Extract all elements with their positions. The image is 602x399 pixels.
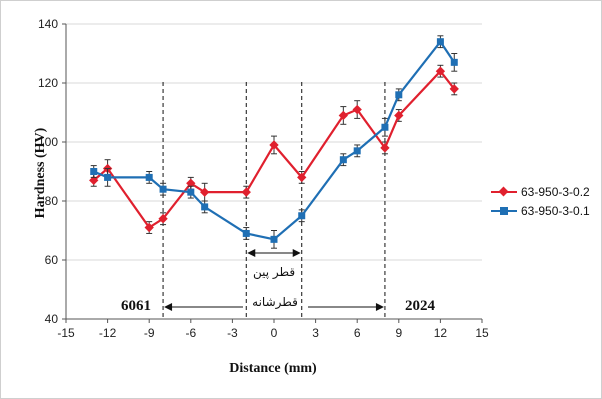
data-point xyxy=(89,175,99,186)
x-tick-labels: -15 -12 -9 -6 -3 0 3 6 9 12 15 xyxy=(57,326,489,340)
label-6061: 6061 xyxy=(121,298,151,314)
y-tick-label: 140 xyxy=(38,17,58,31)
data-point xyxy=(104,173,112,181)
legend-item-series-1: 63-950-3-0.2 xyxy=(491,185,590,199)
data-point xyxy=(158,214,168,224)
data-point xyxy=(269,140,279,150)
data-point xyxy=(353,147,361,155)
data-point xyxy=(187,188,195,196)
data-point xyxy=(199,187,210,197)
data-point xyxy=(242,229,250,237)
data-point xyxy=(144,222,154,233)
y-tick-label: 100 xyxy=(38,135,58,149)
x-tick-label: 0 xyxy=(271,326,278,340)
y-tick-label: 40 xyxy=(45,312,59,326)
x-tick-label: 6 xyxy=(354,326,361,340)
series-layer xyxy=(89,35,459,249)
data-point xyxy=(241,187,251,197)
x-tick-label: 9 xyxy=(395,326,402,340)
series-2 xyxy=(90,35,458,249)
data-point xyxy=(90,168,98,175)
x-tick-label: -3 xyxy=(227,326,238,340)
shoulder-diameter-label: قطرشانه xyxy=(252,295,298,310)
legend-label-series-2: 63-950-3-0.1 xyxy=(521,204,590,218)
y-tick-labels: 40 60 80 100 120 140 xyxy=(38,17,58,326)
x-tick-label: 12 xyxy=(434,326,448,340)
data-point xyxy=(381,123,389,131)
pin-diameter-label: قطر پین xyxy=(253,265,295,280)
x-axis-title: Distance (mm) xyxy=(229,361,317,376)
data-point xyxy=(450,58,458,66)
legend: 63-950-3-0.2 63-950-3-0.1 xyxy=(491,185,590,218)
legend-label-series-1: 63-950-3-0.2 xyxy=(521,185,590,199)
y-tick-label: 60 xyxy=(45,253,59,267)
data-point xyxy=(449,84,459,94)
shoulder-diameter-arrow xyxy=(164,303,384,311)
data-point xyxy=(145,173,153,181)
y-tick-label: 80 xyxy=(45,194,59,208)
x-tick-label: -12 xyxy=(99,326,117,340)
data-point xyxy=(297,172,307,183)
data-point xyxy=(436,38,444,46)
legend-item-series-2: 63-950-3-0.1 xyxy=(491,204,590,218)
arrow-annotations xyxy=(164,249,384,311)
label-2024: 2024 xyxy=(405,298,436,314)
data-point xyxy=(395,91,403,99)
data-point xyxy=(186,178,196,188)
data-point xyxy=(159,185,167,193)
y-axis-title: Hardness (HV) xyxy=(33,127,48,218)
data-point xyxy=(270,235,278,243)
data-point xyxy=(201,203,209,211)
x-tick-label: -15 xyxy=(57,326,75,340)
pin-diameter-arrow xyxy=(247,249,301,257)
x-tick-label: 15 xyxy=(475,326,489,340)
data-point xyxy=(298,212,306,220)
data-point xyxy=(339,156,347,164)
axes xyxy=(62,23,483,323)
x-tick-label: -6 xyxy=(185,326,196,340)
data-point xyxy=(352,104,362,115)
y-tick-label: 120 xyxy=(38,76,58,90)
x-tick-label: 3 xyxy=(312,326,319,340)
grid-lines xyxy=(66,23,482,261)
x-tick-label: -9 xyxy=(144,326,155,340)
region-lines xyxy=(162,82,386,319)
data-point xyxy=(338,110,349,121)
